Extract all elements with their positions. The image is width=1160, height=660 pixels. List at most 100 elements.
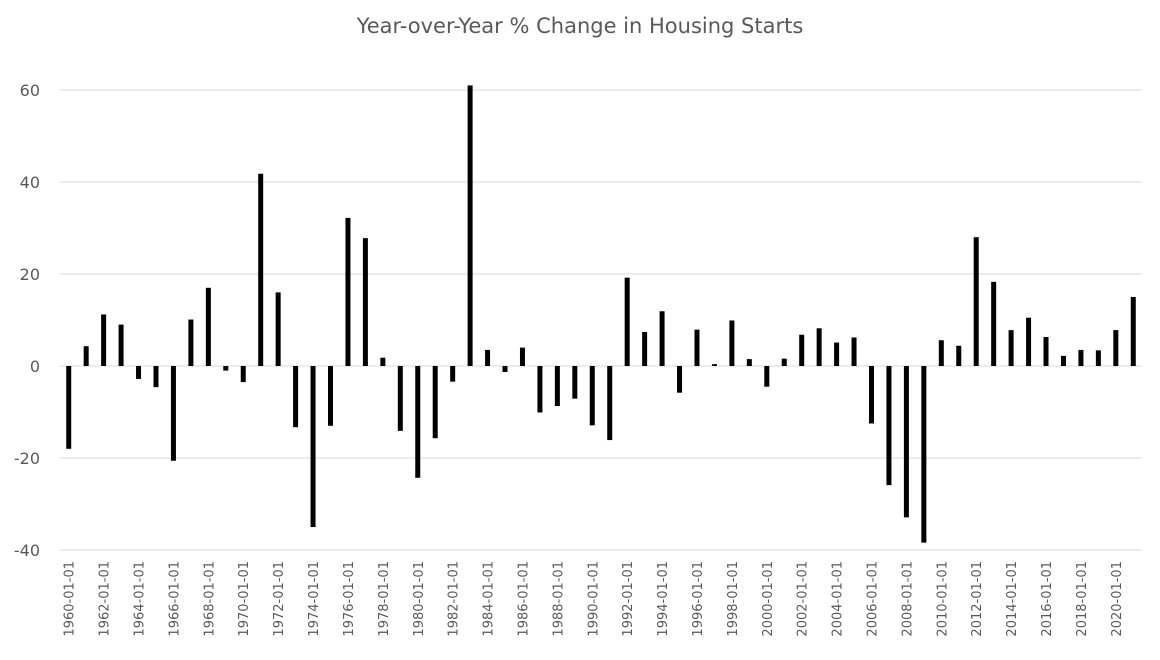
bar (764, 366, 770, 387)
bar (851, 337, 857, 366)
x-tick-label: 1970-01-01 (237, 561, 252, 637)
bar (380, 357, 386, 366)
x-tick-label: 1996-01-01 (691, 561, 706, 637)
bar (519, 347, 525, 366)
x-tick-label: 2014-01-01 (1005, 561, 1020, 637)
bar (1060, 355, 1066, 366)
bar (973, 237, 979, 366)
bar (258, 173, 264, 366)
bar (677, 366, 683, 393)
x-tick-label: 1998-01-01 (726, 561, 741, 637)
bar (607, 366, 613, 441)
x-tick-label: 2002-01-01 (796, 561, 811, 637)
y-tick-label: -20 (14, 449, 40, 468)
x-tick-label: 1980-01-01 (412, 561, 427, 637)
bar (1008, 330, 1014, 366)
bar (467, 85, 473, 367)
x-tick-label: 1994-01-01 (656, 561, 671, 637)
x-tick-label: 2010-01-01 (935, 561, 950, 637)
x-tick-label: 1966-01-01 (167, 561, 182, 637)
x-tick-label: 1962-01-01 (98, 561, 113, 637)
x-tick-label: 2008-01-01 (900, 561, 915, 637)
x-tick-label: 1968-01-01 (202, 561, 217, 637)
x-tick-label: 2000-01-01 (761, 561, 776, 637)
x-tick-label: 1960-01-01 (63, 561, 78, 637)
bar (1113, 330, 1119, 366)
x-tick-label: 1988-01-01 (551, 561, 566, 637)
x-tick-label: 1978-01-01 (377, 561, 392, 637)
bar (450, 366, 456, 382)
bar (136, 366, 142, 379)
x-tick-label: 2018-01-01 (1075, 561, 1090, 637)
bar (362, 238, 368, 366)
y-tick-label: 40 (20, 173, 40, 192)
bar (170, 366, 176, 461)
y-tick-label: 0 (30, 357, 40, 376)
bar (938, 340, 944, 366)
bar (694, 329, 700, 366)
x-tick-label: 1974-01-01 (307, 561, 322, 637)
bar (1078, 349, 1084, 366)
bar (991, 281, 997, 366)
bar (101, 314, 107, 366)
bar (293, 366, 299, 428)
bar (554, 366, 560, 407)
bar (921, 366, 927, 543)
x-tick-label: 2012-01-01 (970, 561, 985, 637)
x-tick-label: 1986-01-01 (516, 561, 531, 637)
bar (415, 366, 421, 478)
bar (659, 311, 665, 366)
bar (956, 345, 962, 366)
bar (188, 319, 194, 366)
bar (1026, 317, 1032, 366)
bar (223, 366, 229, 371)
bar (711, 364, 717, 366)
bar (729, 320, 735, 366)
bar (66, 366, 72, 449)
bar (1130, 297, 1136, 366)
bar (834, 342, 840, 366)
x-tick-label: 1972-01-01 (272, 561, 287, 637)
bar (589, 366, 595, 426)
bar (1043, 337, 1049, 366)
x-tick-label: 2006-01-01 (866, 561, 881, 637)
bar (572, 366, 578, 399)
bar (816, 328, 822, 366)
y-tick-label: -40 (14, 541, 40, 560)
bar (903, 366, 909, 518)
bar (328, 366, 333, 426)
bar (345, 217, 351, 366)
bar (153, 366, 159, 388)
bar (869, 366, 874, 424)
x-tick-label: 1964-01-01 (133, 561, 148, 637)
bar (240, 366, 246, 383)
y-tick-label: 20 (20, 265, 40, 284)
bar (83, 346, 89, 366)
x-tick-label: 1976-01-01 (342, 561, 357, 637)
bar (485, 349, 491, 366)
x-tick-label: 1982-01-01 (447, 561, 462, 637)
x-tick-label: 1990-01-01 (586, 561, 601, 637)
bar (205, 287, 211, 366)
bar (502, 366, 508, 372)
x-tick-label: 1992-01-01 (621, 561, 636, 637)
bar (799, 334, 805, 366)
bar (624, 277, 630, 366)
bar (886, 366, 892, 486)
bar (1095, 350, 1101, 366)
x-tick-label: 1984-01-01 (482, 561, 497, 637)
x-tick-label: 2020-01-01 (1110, 561, 1125, 637)
bar (397, 366, 403, 431)
y-tick-label: 60 (20, 81, 40, 100)
bar (537, 366, 543, 413)
bar (642, 331, 648, 366)
x-tick-label: 2016-01-01 (1040, 561, 1055, 637)
bar (310, 366, 316, 527)
bar (432, 366, 438, 439)
bar (118, 324, 124, 366)
bar (781, 358, 787, 366)
bar (275, 292, 281, 366)
bar (746, 359, 752, 366)
